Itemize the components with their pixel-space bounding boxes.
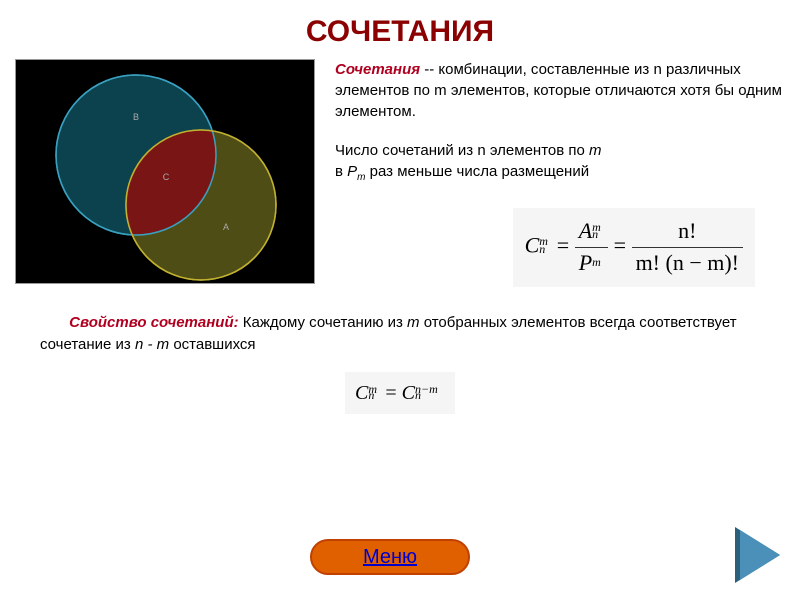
f1-c-sub: n (539, 241, 545, 258)
f2-eq: = (385, 382, 401, 404)
definition-para: Сочетания -- комбинации, составленные из… (335, 59, 785, 122)
label-a: A (223, 222, 229, 232)
f1-eq2: = (614, 232, 632, 257)
count-var-m: m (589, 142, 602, 159)
property-label: Свойство сочетаний: (69, 314, 238, 331)
formula-main: Cmn = Amn Pm = n! m! (n − m)! (513, 208, 755, 287)
f1-p: P (579, 250, 592, 275)
count-line2b: раз меньше числа размещений (366, 163, 590, 180)
venn-diagram: B A C (15, 59, 315, 284)
count-line1: Число сочетаний из n элементов по (335, 142, 589, 159)
f1-a: A (579, 218, 592, 243)
f1-p-sub: m (592, 254, 601, 271)
next-nav-icon[interactable] (740, 530, 780, 580)
f1-eq1: = (557, 232, 575, 257)
count-line2a: в (335, 163, 347, 180)
label-b: B (133, 112, 139, 122)
prop-text-a: Каждому сочетанию из (239, 314, 407, 331)
property-block: Свойство сочетаний: Каждому сочетанию из… (0, 287, 800, 424)
definition-label: Сочетания (335, 61, 420, 78)
f2-c1: C (355, 382, 368, 404)
f2-c2: C (402, 382, 415, 404)
count-var-p: P (347, 163, 357, 180)
f1-a-sub: n (592, 226, 598, 243)
f1-c: C (525, 232, 540, 257)
prop-var-m: m (407, 314, 420, 331)
f2-c1-sub: n (368, 386, 374, 404)
text-definitions: Сочетания -- комбинации, составленные из… (335, 59, 785, 287)
count-para: Число сочетаний из n элементов по m в Pm… (335, 140, 785, 185)
formula-property: Cmn = Cn−mn (345, 372, 455, 414)
content-row: B A C Сочетания -- комбинации, составлен… (0, 59, 800, 287)
label-c: C (163, 172, 170, 182)
count-sub-m: m (357, 172, 365, 183)
prop-text-c: оставшихся (169, 336, 255, 353)
menu-button[interactable]: Меню (310, 539, 470, 575)
page-title: СОЧЕТАНИЯ (0, 0, 800, 59)
f2-c2-sub: n (415, 386, 421, 404)
f1-den2: m! (n − m)! (632, 248, 743, 279)
menu-label: Меню (363, 546, 417, 569)
prop-var-nm: n - m (135, 336, 169, 353)
f1-num2: n! (632, 216, 743, 248)
